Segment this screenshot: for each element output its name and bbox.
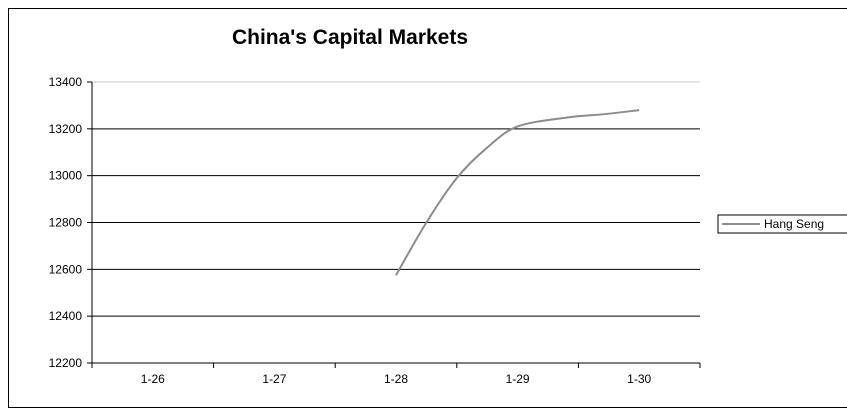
y-tick-label: 12600 (49, 262, 83, 276)
y-tick-label: 13400 (49, 75, 83, 89)
series-lines (395, 109, 640, 276)
series-line-hang-seng (395, 109, 640, 276)
x-tick-label: 1-27 (262, 372, 286, 386)
grid-lines (92, 81, 700, 317)
x-axis-ticks: 1-26 1-27 1-28 1-29 1-30 (91, 363, 701, 386)
y-tick-label: 13000 (49, 169, 83, 183)
x-tick-label: 1-28 (384, 372, 408, 386)
x-tick-label: 1-26 (141, 372, 165, 386)
y-axis-ticks: 12200 12400 12600 12800 13000 13200 13400 (49, 75, 92, 370)
x-tick-label: 1-30 (627, 372, 651, 386)
y-tick-label: 13200 (49, 122, 83, 136)
x-tick-label: 1-29 (506, 372, 530, 386)
legend-label: Hang Seng (764, 217, 824, 231)
y-tick-label: 12400 (49, 309, 83, 323)
chart-title: China's Capital Markets (232, 26, 468, 49)
line-chart: China's Capital Markets 1220012400126001… (49, 26, 847, 386)
y-tick-label: 12200 (49, 356, 83, 370)
legend: Hang Seng (717, 214, 847, 234)
legend-box (717, 214, 847, 234)
y-tick-label: 12800 (49, 216, 83, 230)
